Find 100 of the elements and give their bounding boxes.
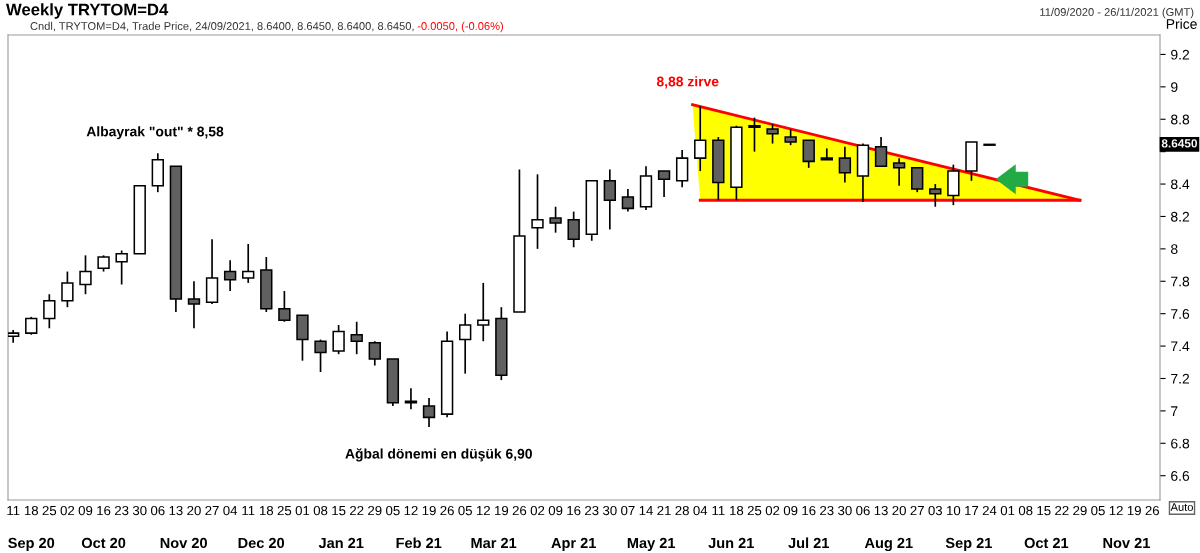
y-tick-label: 7.8	[1171, 276, 1190, 287]
text: 11/09/2020 - 26/11/2021 (GMT)	[1040, 7, 1194, 19]
x-tick-label: 23	[114, 505, 129, 516]
x-tick-label: 22	[1055, 505, 1069, 516]
x-tick-label: 03	[928, 505, 943, 516]
x-tick-label: 27	[205, 505, 219, 516]
x-tick-label: 09	[783, 505, 798, 516]
x-tick-label: 13	[169, 505, 183, 516]
x-tick-label: 15	[332, 506, 346, 516]
x-tick-label: 02	[60, 505, 75, 516]
y-tick-label: 7.6	[1171, 309, 1190, 319]
x2-tick-label: Jun 21	[708, 537, 754, 549]
x-tick-label: 28	[675, 505, 689, 516]
x-tick-label: 01	[295, 505, 310, 516]
x-tick-label: 06	[856, 505, 870, 516]
text: Auto	[1170, 503, 1193, 511]
x-tick-label: 16	[97, 505, 111, 516]
x-tick-label: 11	[712, 506, 725, 516]
y-tick-label: 8.8	[1171, 114, 1190, 125]
y-tick-label: 9	[1171, 82, 1178, 93]
x-tick-label: 04	[693, 505, 708, 516]
x-tick-label: 08	[1018, 505, 1033, 516]
x-tick-label: 02	[765, 505, 780, 516]
x-tick-label: 19	[422, 505, 436, 516]
x2-tick-label: Sep 21	[945, 537, 992, 552]
x-tick-label: 13	[874, 505, 888, 516]
y-tick-label: 8	[1171, 244, 1178, 255]
x-tick-label: 16	[802, 505, 816, 516]
x-tick-label: 25	[747, 505, 762, 516]
x-tick-label: 24	[982, 505, 997, 516]
x-tick-label: 25	[42, 505, 57, 516]
x-tick-label: 20	[892, 505, 906, 516]
x-tick-label: 18	[24, 505, 39, 516]
x-tick-label: 12	[1109, 505, 1123, 516]
x-tick-label: 11	[7, 506, 20, 516]
x2-tick-label: Apr 21	[551, 537, 596, 552]
x2-tick-label: Feb 21	[396, 537, 442, 549]
x-tick-label: 09	[78, 505, 93, 516]
x2-tick-label: Oct 20	[81, 537, 126, 549]
x-tick-label: 12	[476, 505, 490, 516]
x-tick-label: 10	[947, 505, 961, 516]
y-tick-label: 7.2	[1171, 373, 1190, 384]
x2-tick-label: Aug 21	[864, 537, 913, 552]
x2-tick-label: Nov 20	[160, 537, 207, 549]
x-tick-label: 05	[1091, 505, 1105, 516]
x-tick-label: 26	[1145, 505, 1160, 516]
y-axis-title: Price	[1166, 18, 1197, 29]
x-tick-label: 30	[838, 505, 852, 516]
x-tick-label: 08	[313, 505, 328, 516]
x-tick-label: 14	[639, 506, 653, 516]
annotation: Albayrak "out" * 8,58	[86, 126, 224, 140]
x-tick-label: 20	[187, 505, 201, 516]
y-tick-label: 8.2	[1171, 211, 1190, 222]
x2-tick-label: Jul 21	[788, 537, 829, 549]
x-tick-label: 06	[150, 505, 165, 516]
x-tick-label: 21	[657, 505, 671, 516]
chart-subtitle: Cndl, TRYTOM=D4, Trade Price, 24/09/2021, 8.6400, 8.6450, 8.6400, 8.6450,	[30, 21, 414, 32]
x-tick-label: 26	[440, 505, 454, 516]
x-tick-label: 22	[350, 505, 364, 516]
text: -0.0050, (-0.06%)	[417, 21, 504, 33]
annotation: Ağbal dönemi en düşük 6,90	[345, 448, 532, 462]
x-tick-label: 16	[567, 505, 581, 516]
x-tick-label: 01	[1000, 505, 1015, 516]
x-tick-label: 27	[910, 505, 924, 516]
y-tick-label: 6.6	[1171, 471, 1190, 481]
x-tick-label: 19	[1127, 505, 1141, 516]
x-tick-label: 02	[530, 505, 545, 516]
x-tick-label: 29	[368, 505, 382, 516]
x-tick-label: 18	[259, 505, 274, 516]
y-tick-label: 7.4	[1171, 341, 1190, 352]
x-tick-label: 11	[242, 506, 255, 516]
x-tick-label: 07	[621, 505, 635, 516]
x-tick-label: 05	[386, 505, 400, 516]
x-tick-label: 19	[495, 505, 509, 516]
text: 8.6450	[1161, 139, 1198, 148]
x2-tick-label: Dec 20	[238, 537, 285, 549]
x-tick-label: 09	[548, 505, 563, 516]
x-tick-label: 29	[1073, 505, 1087, 516]
x2-tick-label: Oct 21	[1024, 537, 1069, 549]
x-tick-label: 05	[458, 505, 472, 516]
x-tick-label: 04	[223, 505, 238, 516]
annotation: 8,88 zirve	[656, 76, 719, 89]
x-tick-label: 23	[820, 505, 834, 516]
x2-tick-label: Mar 21	[471, 537, 517, 549]
x-tick-label: 26	[512, 505, 527, 516]
x2-tick-label: Sep 20	[8, 537, 55, 552]
x-tick-label: 23	[585, 505, 599, 516]
x-tick-label: 30	[132, 505, 147, 516]
y-tick-label: 8.4	[1171, 179, 1190, 190]
chart-title: Weekly TRYTOM=D4	[6, 3, 169, 19]
x-tick-label: 17	[965, 506, 979, 516]
x2-tick-label: Jan 21	[318, 537, 364, 549]
y-tick-label: 9.2	[1171, 49, 1190, 60]
x-tick-label: 25	[277, 505, 292, 516]
x2-tick-label: Nov 21	[1103, 537, 1150, 549]
x-tick-label: 12	[404, 505, 418, 516]
y-tick-label: 7	[1171, 406, 1178, 416]
x-tick-label: 30	[603, 505, 617, 516]
y-tick-label: 6.8	[1171, 438, 1190, 449]
x-tick-label: 18	[730, 505, 744, 516]
